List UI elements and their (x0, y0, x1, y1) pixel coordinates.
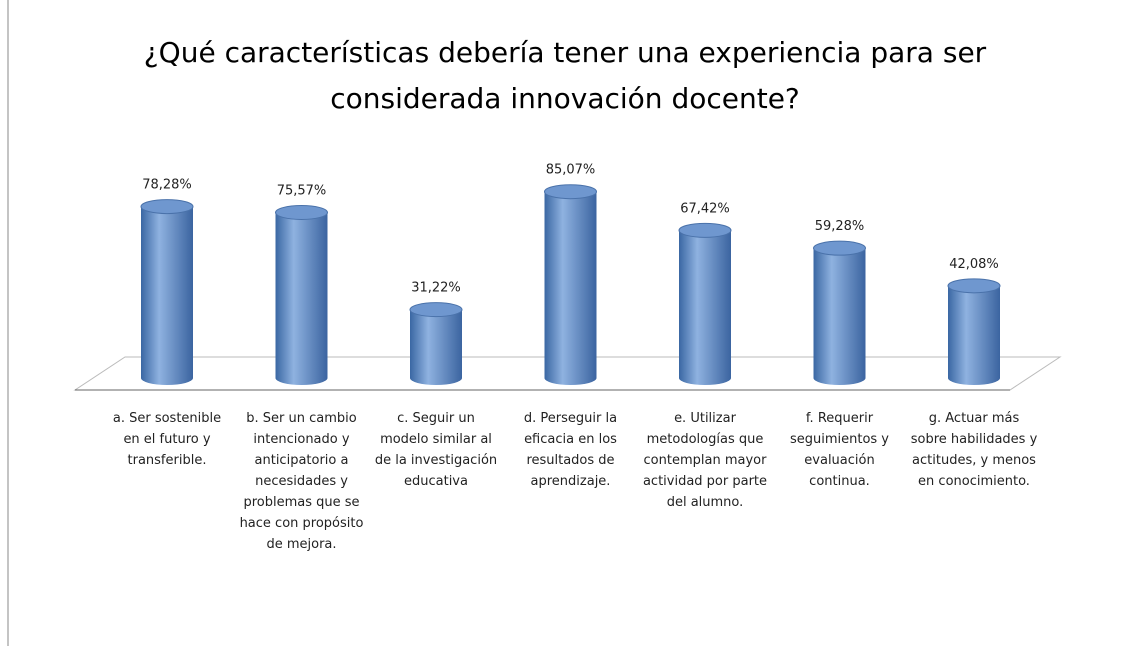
category-label: c. Seguir un modelo similar al de la inv… (374, 411, 498, 489)
bar (678, 222, 732, 385)
data-label: 75,57% (277, 184, 327, 199)
category-label: d. Perseguir la eficacia en los resultad… (523, 411, 618, 489)
bar (813, 240, 866, 385)
data-label: 59,28% (815, 219, 865, 234)
bar (409, 302, 463, 385)
data-label: 31,22% (411, 281, 461, 296)
category-label: g. Actuar más sobre habilidades y actitu… (910, 411, 1038, 489)
category-label: a. Ser sostenible en el futuro y transfe… (112, 411, 222, 468)
bar (275, 205, 328, 385)
category-label: f. Requerir seguimientos y evaluación co… (789, 411, 890, 489)
bar (140, 199, 194, 385)
data-label: 85,07% (546, 163, 596, 178)
bar (947, 278, 1001, 385)
category-label: b. Ser un cambio intencionado y anticipa… (239, 411, 364, 552)
bar (544, 184, 597, 385)
data-label: 67,42% (680, 201, 730, 216)
chart-title: ¿Qué características debería tener una e… (143, 36, 987, 115)
data-label: 78,28% (142, 178, 192, 193)
category-label: e. Utilizar metodologías que contemplan … (642, 411, 768, 510)
data-label: 42,08% (949, 257, 999, 272)
